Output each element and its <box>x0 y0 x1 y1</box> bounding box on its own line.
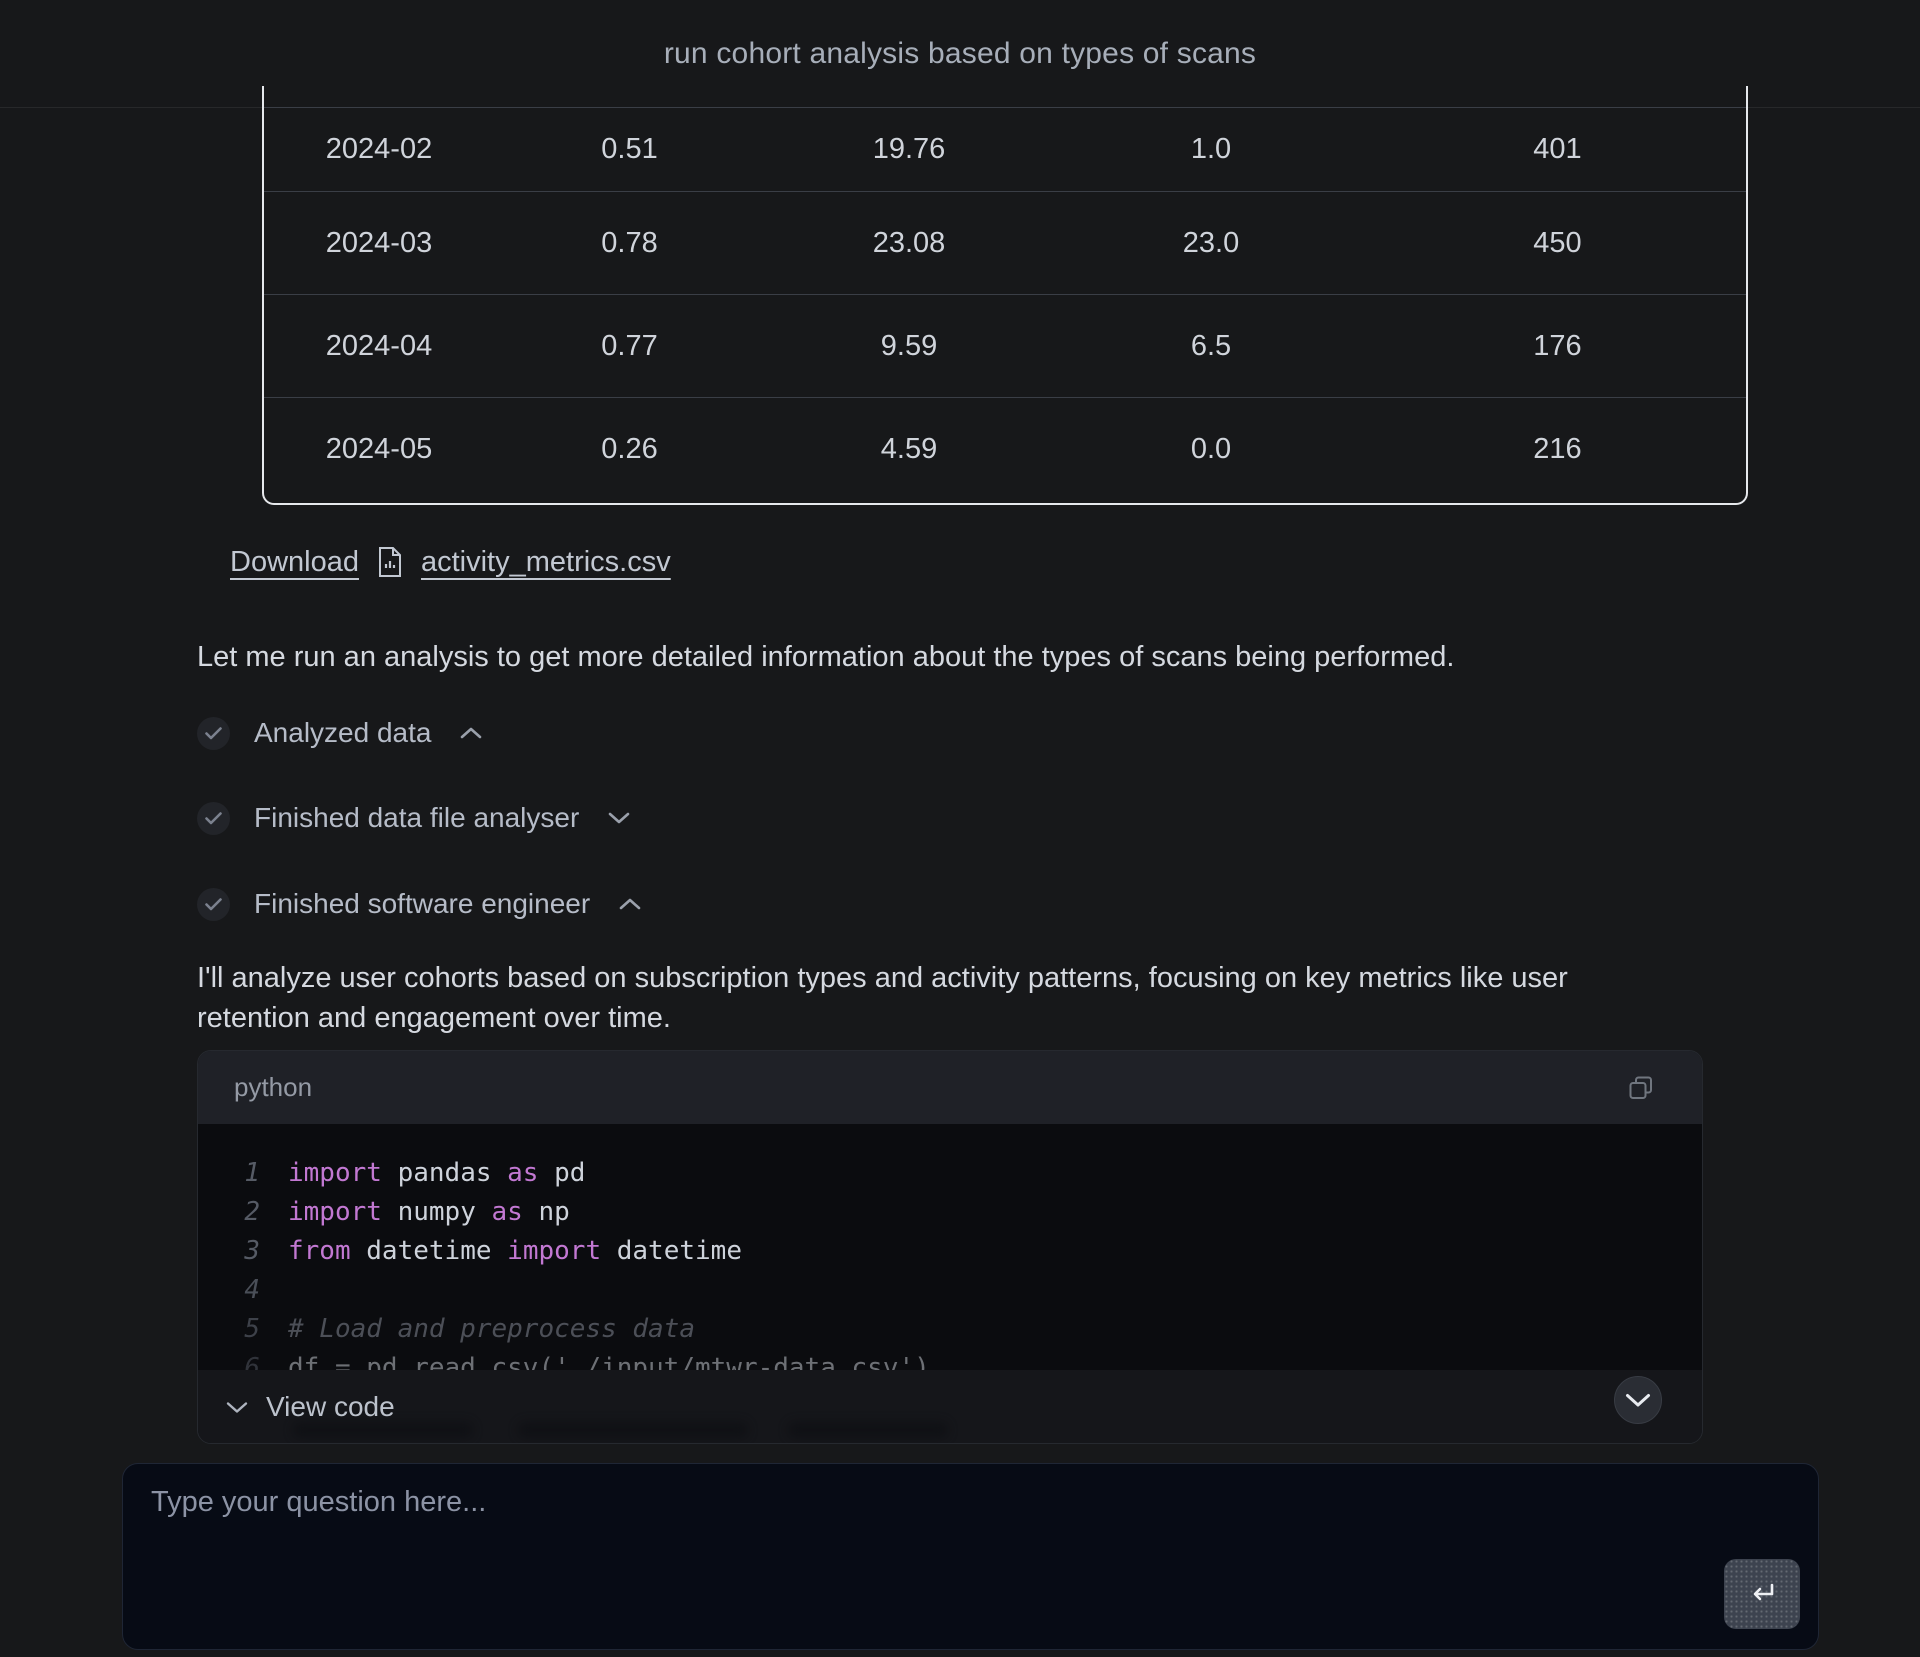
send-button[interactable] <box>1724 1559 1800 1629</box>
download-filename-link[interactable]: activity_metrics.csv <box>420 545 671 578</box>
code-text: # Load and preprocess data <box>288 1314 695 1344</box>
line-number: 6 <box>244 1353 260 1370</box>
table-cell: 0.51 <box>601 133 658 165</box>
step-software-engineer[interactable]: Finished software engineer <box>197 886 642 922</box>
table-cell: 19.76 <box>872 133 946 165</box>
table-cell: 0.77 <box>601 329 658 362</box>
table-cell: 1.0 <box>1190 133 1232 165</box>
table-clipped-row <box>264 86 1746 107</box>
code-text: import numpy as np <box>288 1197 570 1227</box>
table-cell: 6.5 <box>1190 329 1232 362</box>
faded-code-ghost <box>788 1422 948 1438</box>
table-cell: 2024-05 <box>325 432 433 465</box>
check-circle-icon <box>197 887 230 921</box>
table-cell: 0.0 <box>1190 432 1232 465</box>
table-cell: 23.0 <box>1182 226 1240 259</box>
return-arrow-icon <box>1745 1579 1779 1609</box>
code-lines: 1 import pandas as pd 2 import numpy as np 3… <box>198 1124 1702 1370</box>
table-cell: 0.78 <box>601 226 658 259</box>
table-cell: 4.59 <box>880 432 938 465</box>
chevron-up-icon <box>459 726 483 740</box>
chevron-down-icon <box>607 811 631 825</box>
expand-code-button[interactable] <box>1614 1376 1662 1424</box>
line-number: 1 <box>244 1158 260 1188</box>
step-label: Analyzed data <box>254 717 432 748</box>
code-block-header: python <box>198 1051 1702 1124</box>
table-cell: 176 <box>1533 329 1582 362</box>
table-cell: 2024-04 <box>325 329 433 362</box>
code-language-label: python <box>234 1072 313 1102</box>
view-code-label: View code <box>266 1391 395 1422</box>
code-line: 1 import pandas as pd <box>198 1154 1702 1193</box>
code-block: python 1 import pandas as pd 2 import numpy… <box>197 1050 1703 1444</box>
code-body: 1 import pandas as pd 2 import numpy as np 3… <box>198 1124 1702 1370</box>
code-line: 3 from datetime import datetime <box>198 1232 1702 1271</box>
code-line: 4 <box>198 1271 1702 1310</box>
table-cell: 216 <box>1533 432 1582 465</box>
line-number: 2 <box>244 1197 260 1227</box>
table-cell: 2024-02 <box>325 133 433 165</box>
csv-file-icon <box>377 546 403 578</box>
table-cell: 450 <box>1533 226 1582 259</box>
step-data-file-analyser[interactable]: Finished data file analyser <box>197 800 631 836</box>
table-row: 2024-03 0.78 23.08 23.0 450 <box>264 191 1746 294</box>
table-cell: 23.08 <box>872 226 946 259</box>
faded-code-ghost <box>518 1422 748 1438</box>
line-number: 3 <box>244 1236 260 1266</box>
check-circle-icon <box>197 716 230 750</box>
code-line: 2 import numpy as np <box>198 1193 1702 1232</box>
step-label: Finished software engineer <box>254 888 591 919</box>
line-number: 4 <box>244 1275 260 1305</box>
download-button[interactable]: Download <box>230 545 359 578</box>
code-footer: View code <box>198 1370 1702 1443</box>
faded-code-ghost <box>293 1422 473 1438</box>
question-composer <box>122 1463 1819 1650</box>
assistant-message-analysis: I'll analyze user cohorts based on subsc… <box>197 962 1568 1034</box>
chevron-up-icon <box>618 897 642 911</box>
activity-metrics-table: 2024-02 0.51 19.76 1.0 401 2024-03 0.78 23.08 23… <box>262 86 1748 505</box>
table-row: 2024-04 0.77 9.59 6.5 176 <box>264 294 1746 397</box>
step-label: Finished data file analyser <box>254 802 580 833</box>
page-title: run cohort analysis based on types of sc… <box>663 36 1257 70</box>
chevron-down-icon <box>1625 1393 1651 1408</box>
conversation-title-bar: run cohort analysis based on types of sc… <box>0 0 1920 107</box>
code-line: 6 df = pd.read_csv('./input/mtwr-data.csv… <box>198 1349 1702 1370</box>
code-text: import pandas as pd <box>288 1158 586 1188</box>
line-number: 5 <box>244 1314 260 1344</box>
code-text: from datetime import datetime <box>288 1236 742 1266</box>
code-text <box>260 1271 288 1310</box>
question-input[interactable] <box>151 1486 1691 1626</box>
table-cell: 2024-03 <box>325 226 433 259</box>
chevron-down-icon <box>226 1401 248 1414</box>
table-row: 2024-05 0.26 4.59 0.0 216 <box>264 397 1746 500</box>
download-row: Download activity_metrics.csv <box>230 538 671 586</box>
assistant-message-intro: Let me run an analysis to get more detai… <box>197 641 1455 673</box>
table-cell: 9.59 <box>880 329 938 362</box>
table-row: 2024-02 0.51 19.76 1.0 401 <box>264 107 1746 191</box>
code-text: df = pd.read_csv('./input/mtwr-data.csv'… <box>288 1353 930 1370</box>
check-circle-icon <box>197 801 230 835</box>
table-cell: 401 <box>1533 133 1582 165</box>
view-code-toggle[interactable]: View code <box>226 1380 395 1434</box>
copy-code-button[interactable] <box>1624 1071 1658 1105</box>
step-analyzed-data[interactable]: Analyzed data <box>197 715 483 751</box>
table-cell: 0.26 <box>601 432 658 465</box>
copy-icon <box>1628 1075 1654 1101</box>
code-line: 5 # Load and preprocess data <box>198 1310 1702 1349</box>
